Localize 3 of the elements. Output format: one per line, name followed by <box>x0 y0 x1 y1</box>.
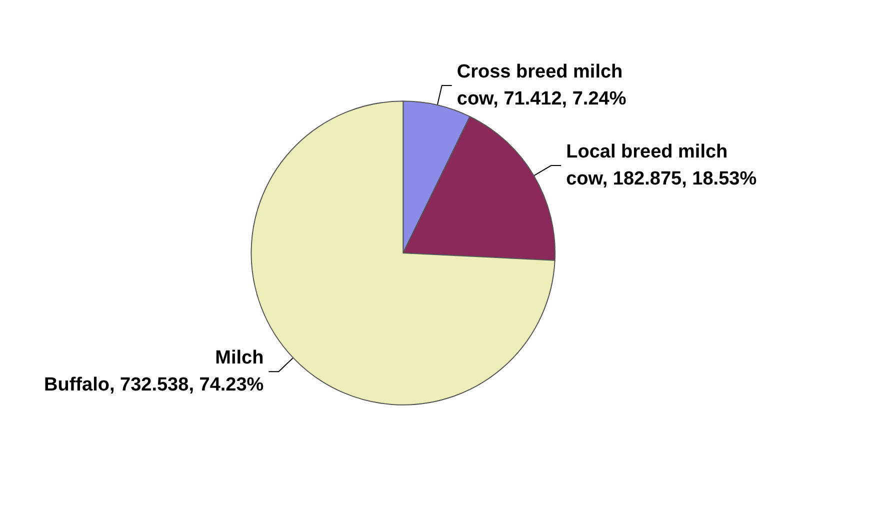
slice-label: Local breed milch cow, 182.875, 18.53% <box>566 142 757 190</box>
slice-label: Milch Buffalo, 732.538, 74.23% <box>44 348 264 396</box>
slice-label: Cross breed milch cow, 71.412, 7.24% <box>456 62 626 110</box>
